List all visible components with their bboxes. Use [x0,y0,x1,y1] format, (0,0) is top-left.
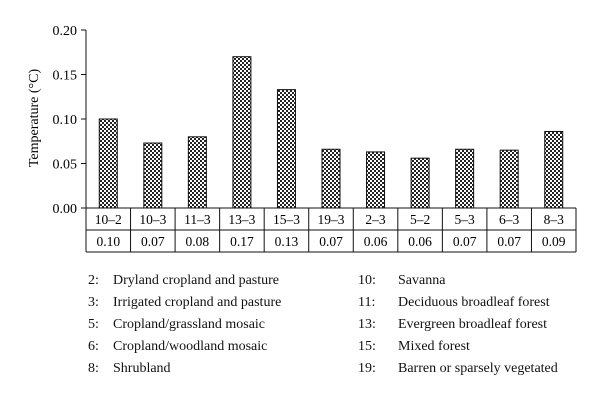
category-label: 5–2 [410,212,430,227]
value-label: 0.07 [141,234,165,249]
legend-item: 6: Cropland/woodland mosaic [88,336,267,358]
category-label: 15–3 [273,212,300,227]
legend-column-right: 10: Savanna 11: Deciduous broadleaf forest 1… [358,270,558,380]
legend-item: 15: Mixed forest [358,336,470,358]
legend-item: 13: Evergreen broadleaf forest [358,314,547,336]
legend-code: 11: [358,295,376,310]
legend-code: 13: [358,317,376,332]
value-label: 0.06 [408,234,432,249]
legend-text: Evergreen broadleaf forest [398,317,547,332]
bar [276,89,296,209]
legend-item: 2: Dryland cropland and pasture [88,270,279,292]
value-label: 0.17 [230,234,254,249]
legend-column-left: 2: Dryland cropland and pasture 3: Irrigate… [88,270,281,380]
value-label: 0.08 [186,234,210,249]
value-label: 0.13 [275,234,299,249]
category-label: 6–3 [499,212,520,227]
legend-item: 19: Barren or sparsely vegetated [358,358,558,380]
legend-item: 5: Cropland/grassland mosaic [88,314,265,336]
legend-text: Cropland/grassland mosaic [113,317,266,332]
bar [410,157,430,209]
bar [98,118,118,209]
bar [187,136,207,209]
legend-code: 3: [88,295,99,310]
y-tick-label: 0.10 [53,113,78,128]
legend-text: Savanna [398,273,446,288]
legend: 2: Dryland cropland and pasture 3: Irrigate… [88,270,598,395]
y-axis: 0.00 0.05 0.10 0.15 0.20 [53,24,87,217]
y-tick-label: 0.00 [53,202,78,217]
y-axis-label: Temperature (°C) [27,69,42,168]
legend-code: 6: [88,339,99,354]
legend-text: Mixed forest [398,339,470,354]
bar [499,149,519,209]
data-table: 10–2 0.10 10–3 0.07 11–3 0.08 13–3 0.17 15–3 0.13… [85,207,577,253]
legend-item: 3: Irrigated cropland and pasture [88,292,281,314]
legend-item: 10: Savanna [358,270,445,292]
legend-text: Shrubland [113,361,171,376]
y-tick-label: 0.20 [53,24,78,39]
legend-code: 8: [88,361,99,376]
category-label: 2–3 [365,212,386,227]
category-label: 19–3 [318,212,345,227]
bar-chart: Temperature (°C) 0.00 0.05 0.10 0.15 0.20 10… [27,24,577,253]
legend-code: 5: [88,317,99,332]
value-label: 0.09 [542,234,566,249]
value-label: 0.07 [497,234,521,249]
bar [544,130,564,209]
legend-text: Dryland cropland and pasture [113,273,279,288]
value-label: 0.06 [364,234,388,249]
category-label: 10–2 [95,212,122,227]
category-label: 10–3 [139,212,166,227]
legend-text: Irrigated cropland and pasture [113,295,282,310]
legend-item: 8: Shrubland [88,358,171,380]
category-label: 11–3 [184,212,211,227]
bar [143,142,163,209]
value-label: 0.07 [453,234,477,249]
bar [366,151,386,209]
legend-code: 2: [88,273,99,288]
y-tick-label: 0.05 [53,158,78,173]
legend-text: Cropland/woodland mosaic [113,339,268,354]
legend-text: Deciduous broadleaf forest [398,295,550,310]
value-label: 0.10 [96,234,120,249]
bar [455,148,475,209]
bar [232,56,252,209]
category-label: 5–3 [455,212,476,227]
category-label: 8–3 [544,212,565,227]
legend-code: 15: [358,339,376,354]
y-tick-label: 0.15 [53,69,78,84]
category-label: 13–3 [228,212,255,227]
legend-code: 10: [358,273,376,288]
bar [321,148,341,209]
legend-text: Barren or sparsely vegetated [398,361,558,376]
legend-code: 19: [358,361,376,376]
bars [98,56,564,209]
value-label: 0.07 [319,234,343,249]
legend-item: 11: Deciduous broadleaf forest [358,292,550,314]
